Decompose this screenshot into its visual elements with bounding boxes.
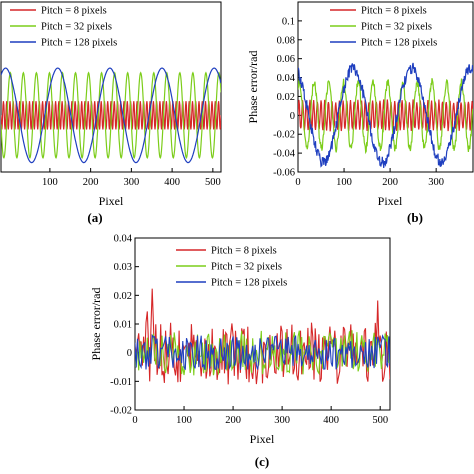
y-tick-label: 0.02 — [114, 291, 132, 302]
x-tick-label: 400 — [323, 415, 339, 426]
x-axis-title: Pixel — [99, 194, 124, 208]
y-ticks: -0.02 -0.01 0 0.01 0.02 0.03 0.04 — [110, 234, 139, 417]
y-tick-label: 0.02 — [277, 92, 295, 103]
legend: Pitch = 8 pixels Pitch = 32 pixels Pitch =… — [10, 6, 117, 49]
y-tick-label: 0 — [127, 348, 132, 359]
legend-label: Pitch = 8 pixels — [361, 6, 427, 17]
x-ticks: 0 100 200 300 — [295, 168, 444, 188]
x-tick-label: 300 — [123, 177, 139, 188]
series-line — [1, 67, 221, 164]
y-tick-label: -0.02 — [273, 130, 295, 141]
series-line — [298, 62, 473, 168]
x-tick-label: 0 — [132, 415, 137, 426]
series-lines — [298, 62, 473, 168]
y-tick-label: 0.01 — [114, 320, 132, 331]
series-line — [135, 334, 390, 371]
y-tick-label: 0.04 — [114, 234, 133, 245]
y-tick-label: 0 — [290, 111, 295, 122]
x-tick-label: 200 — [83, 177, 99, 188]
panel-b: 0 100 200 300 -0.06 -0.04 -0.02 0 0.02 0.04 0.06 0… — [246, 1, 474, 225]
y-tick-label: -0.04 — [273, 149, 296, 160]
x-tick-label: 0 — [295, 177, 300, 188]
y-ticks: -0.06 -0.04 -0.02 0 0.02 0.04 0.06 0.08 0.1 — [273, 16, 302, 179]
x-axis-title: Pixel — [250, 432, 275, 446]
x-ticks: 0 100 200 300 400 500 — [132, 406, 388, 426]
y-tick-label: -0.02 — [110, 406, 132, 417]
series-lines — [1, 67, 221, 164]
x-ticks: 100 200 300 400 500 — [42, 168, 221, 188]
y-tick-label: 0.04 — [277, 73, 296, 84]
legend-label: Pitch = 32 pixels — [211, 262, 282, 273]
panel-label-a: (a) — [87, 210, 102, 225]
series-line — [1, 71, 221, 160]
x-tick-label: 100 — [42, 177, 58, 188]
legend: Pitch = 8 pixels Pitch = 32 pixels Pitch =… — [176, 246, 287, 289]
x-tick-label: 100 — [176, 415, 192, 426]
series-line — [298, 99, 473, 132]
x-tick-label: 100 — [336, 177, 352, 188]
legend-label: Pitch = 128 pixels — [211, 278, 287, 289]
y-tick-label: -0.06 — [273, 168, 295, 179]
legend-label: Pitch = 128 pixels — [41, 38, 117, 49]
x-tick-label: 500 — [372, 415, 388, 426]
panel-c: 0 100 200 300 400 500 -0.02 -0.01 0 0.01 0.02 0.03… — [89, 234, 391, 469]
legend-label: Pitch = 128 pixels — [361, 38, 437, 49]
legend-label: Pitch = 32 pixels — [361, 22, 432, 33]
y-tick-label: 0.06 — [277, 54, 295, 65]
y-axis-title: Phase error/rad — [246, 51, 260, 124]
x-axis-title: Pixel — [378, 194, 403, 208]
y-tick-label: 0.1 — [282, 16, 295, 27]
series-lines — [135, 288, 390, 385]
legend-label: Pitch = 32 pixels — [41, 22, 112, 33]
legend: Pitch = 8 pixels Pitch = 32 pixels Pitch =… — [330, 6, 437, 49]
legend-label: Pitch = 8 pixels — [211, 246, 277, 257]
x-tick-label: 300 — [428, 177, 444, 188]
x-tick-label: 200 — [382, 177, 398, 188]
panel-label-c: (c) — [255, 454, 269, 469]
y-tick-label: 0.08 — [277, 35, 295, 46]
y-tick-label: 0.03 — [114, 262, 132, 273]
x-tick-label: 300 — [274, 415, 290, 426]
x-tick-label: 200 — [225, 415, 241, 426]
y-tick-label: -0.01 — [110, 377, 132, 388]
y-axis-title: Phase error/rad — [89, 288, 103, 361]
x-tick-label: 400 — [164, 177, 180, 188]
x-tick-label: 500 — [205, 177, 221, 188]
series-line — [135, 288, 390, 385]
series-line — [298, 76, 473, 155]
panel-label-b: (b) — [407, 210, 423, 225]
legend-label: Pitch = 8 pixels — [41, 6, 107, 17]
